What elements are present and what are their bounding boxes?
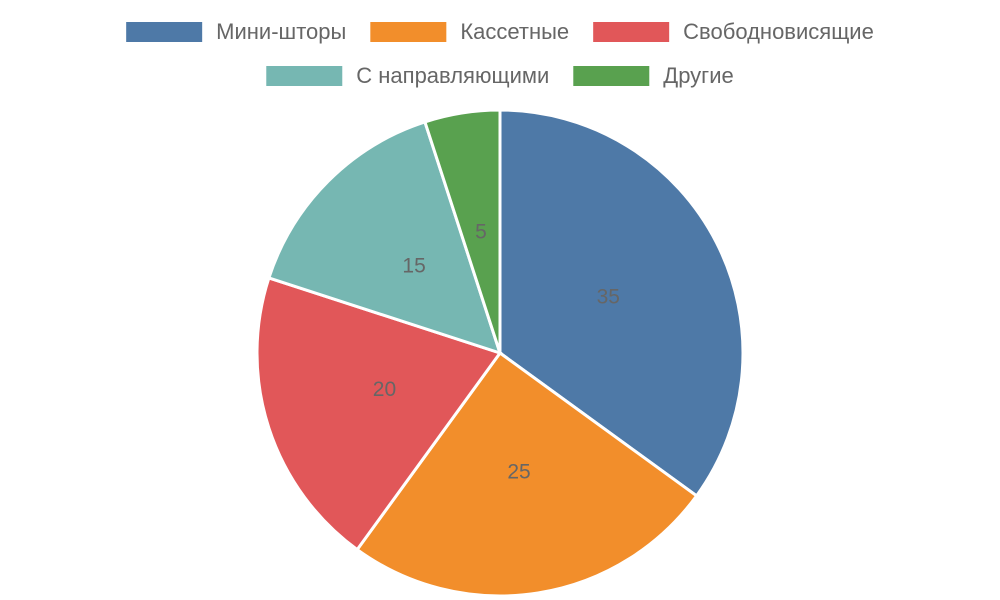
legend-item: Кассетные <box>370 19 569 44</box>
slice-label: 15 <box>402 255 425 278</box>
legend-label: С направляющими <box>356 63 549 88</box>
legend-label: Свободновисящие <box>683 19 874 44</box>
pie-slice <box>355 350 699 598</box>
legend-swatch <box>266 66 343 86</box>
slice-label: 5 <box>475 221 487 244</box>
legend-swatch <box>370 22 447 42</box>
legend-item: Мини-шторы <box>126 19 346 44</box>
slice-label: 20 <box>373 378 396 401</box>
legend-swatch <box>593 22 670 42</box>
slice-label: 25 <box>507 461 530 484</box>
slice-label: 35 <box>597 285 620 308</box>
legend-label: Мини-шторы <box>216 19 346 44</box>
legend-label: Другие <box>663 63 733 88</box>
pie-slice <box>255 276 503 552</box>
legend-swatch <box>573 66 650 86</box>
pie-slice <box>423 108 502 354</box>
legend-swatch <box>126 22 203 42</box>
legend-item: Свободновисящие <box>593 19 874 44</box>
legend-item: Другие <box>573 63 734 88</box>
pie-slice <box>498 108 745 498</box>
legend-item: С направляющими <box>266 63 549 88</box>
legend-label: Кассетные <box>460 19 569 44</box>
